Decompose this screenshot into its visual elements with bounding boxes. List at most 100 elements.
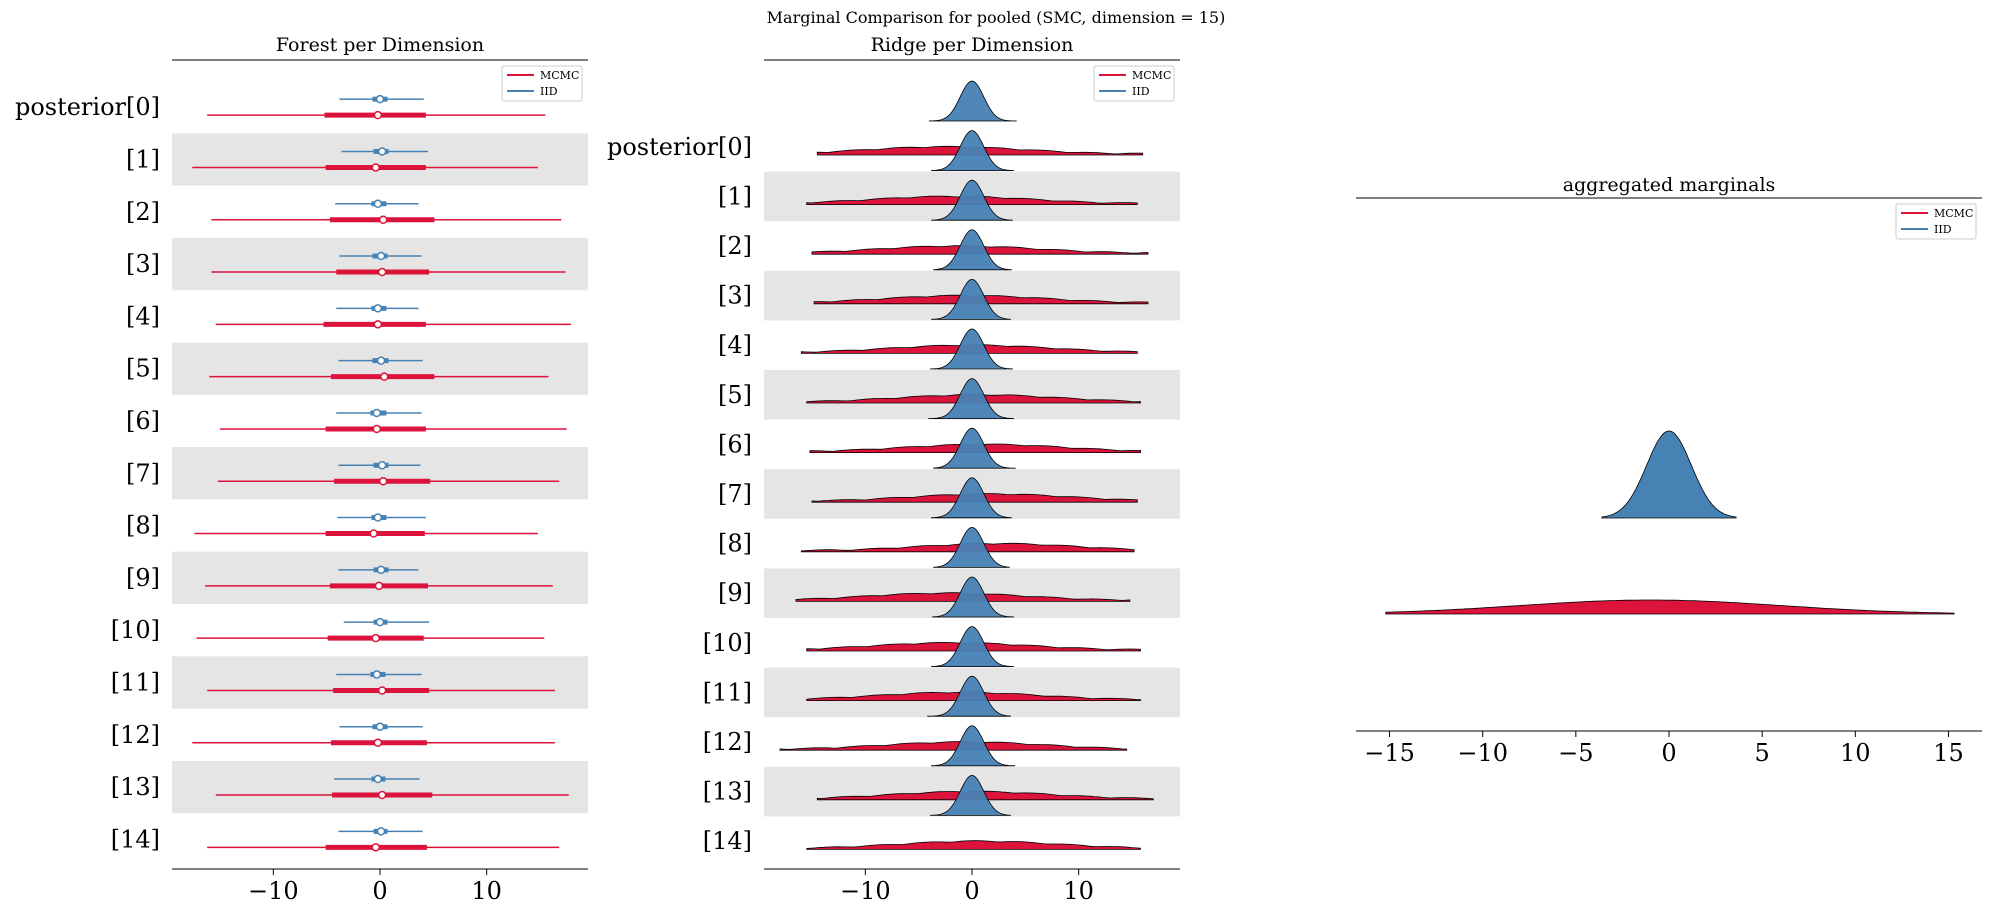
aggregated-legend-iid: IID [1934, 223, 1952, 236]
iid-ridge [931, 179, 1013, 221]
ridge-x-tick-label: 10 [1063, 877, 1094, 905]
mcmc-median [378, 477, 388, 486]
figure-title: Marginal Comparison for pooled (SMC, dim… [767, 8, 1226, 27]
forest-row-band [172, 342, 588, 395]
forest-row-label: [10] [111, 616, 160, 644]
forest-row-label: [14] [111, 825, 160, 853]
forest-row-band [172, 760, 588, 814]
forest-row-label: [9] [126, 564, 160, 592]
iid-median [377, 147, 387, 156]
aggregated-marks [1385, 430, 1955, 615]
forest-marks [192, 94, 571, 852]
forest-row-label: [13] [111, 773, 160, 801]
forest-row-label: [2] [126, 198, 160, 226]
forest-x-tick-label: 10 [471, 877, 502, 905]
mcmc-ridge [779, 741, 1128, 751]
iid-ridge [931, 130, 1014, 171]
aggregated-x-tick-label: −10 [1457, 739, 1508, 767]
aggregated-x-tick-label: −15 [1364, 739, 1415, 767]
forest-x-tick-label: 0 [372, 877, 387, 905]
iid-median [375, 722, 385, 731]
forest-legend-mcmc: MCMC [540, 69, 579, 82]
ridge-x-ticks: −10 0 10 [840, 869, 1094, 905]
ridge-panel: Ridge per Dimension posterior[0] [1] [2] [3… [607, 34, 1180, 905]
ridge-row-label: [5] [718, 381, 752, 409]
forest-row-label: [7] [126, 459, 160, 487]
iid-ridge [930, 328, 1013, 370]
mcmc-median [378, 215, 388, 224]
forest-row-label: [1] [126, 145, 160, 173]
ridge-row-label: [6] [718, 430, 752, 458]
forest-x-tick-label: −10 [248, 877, 299, 905]
forest-row-label: [4] [126, 302, 160, 330]
forest-legend-iid: IID [540, 85, 558, 98]
mcmc-median [377, 267, 387, 277]
mcmc-median [373, 110, 383, 120]
iid-median [373, 774, 383, 784]
aggregated-title: aggregated marginals [1563, 174, 1776, 196]
ridge-row-label: posterior[0] [607, 133, 752, 161]
iid-median [373, 304, 383, 313]
iid-median [376, 565, 386, 575]
mcmc-median [377, 790, 387, 800]
iid-ridge [933, 527, 1010, 568]
iid-median [376, 251, 386, 261]
mcmc-median [374, 581, 384, 591]
iid-ridge [931, 626, 1014, 667]
mcmc-median [371, 843, 380, 852]
forest-row-label: [11] [111, 668, 160, 696]
forest-row-label: [6] [126, 407, 160, 435]
aggregated-x-ticks: −15 −10 −5 0 5 10 15 [1364, 731, 1964, 767]
ridge-row-label: [3] [718, 282, 752, 310]
forest-row-label: posterior[0] [15, 93, 160, 121]
forest-row-labels: posterior[0] [1] [2] [3] [4] [5] [6] [7] [8] [9] [… [15, 93, 160, 853]
iid-ridge [931, 725, 1016, 767]
mcmc-median [373, 320, 383, 329]
ridge-legend-iid: IID [1132, 85, 1150, 98]
mcmc-median [373, 738, 383, 747]
mcmc-median [377, 686, 387, 695]
ridge-x-tick-label: 0 [964, 877, 979, 905]
ridge-row-label: [2] [718, 232, 752, 260]
aggregated-x-tick-label: −5 [1558, 739, 1593, 767]
mcmc-median [371, 633, 380, 643]
mcmc-density [1385, 599, 1955, 615]
ridge-row-label: [11] [703, 678, 752, 706]
iid-median [372, 670, 382, 679]
iid-median [375, 617, 385, 627]
ridge-legend-mcmc: MCMC [1132, 69, 1171, 82]
ridge-row-labels: posterior[0] [1] [2] [3] [4] [5] [6] [7] [8] [9] [… [607, 133, 752, 855]
aggregated-x-tick-label: 0 [1661, 739, 1676, 767]
ridge-x-tick-label: −10 [840, 877, 891, 905]
forest-row-band [172, 447, 588, 500]
iid-median [373, 513, 383, 522]
ridge-title: Ridge per Dimension [871, 34, 1074, 56]
iid-density [1601, 430, 1737, 519]
forest-x-ticks: −10 0 10 [248, 869, 502, 905]
aggregated-x-tick-label: 5 [1755, 739, 1770, 767]
forest-row-band [172, 237, 588, 291]
ridge-row-label: [1] [718, 182, 752, 210]
iid-ridge [933, 427, 1016, 469]
forest-row-label: [12] [111, 721, 160, 749]
ridge-legend: MCMC IID [1093, 65, 1175, 102]
iid-ridge [928, 80, 1017, 122]
mcmc-median [369, 529, 378, 538]
forest-row-band [172, 133, 588, 186]
iid-ridge [931, 278, 1011, 320]
aggregated-legend-mcmc: MCMC [1934, 207, 1973, 220]
iid-ridge [932, 576, 1014, 618]
forest-row-label: [8] [126, 512, 160, 540]
iid-ridge [928, 378, 1014, 419]
iid-median [376, 356, 386, 365]
iid-ridge [927, 675, 1011, 717]
forest-row-label: [5] [126, 355, 160, 383]
iid-median [372, 408, 382, 418]
ridge-row-label: [10] [703, 629, 752, 657]
mcmc-median [380, 372, 389, 381]
aggregated-x-tick-label: 10 [1840, 739, 1871, 767]
ridge-row-label: [13] [703, 778, 752, 806]
ridge-row-label: [4] [718, 331, 752, 359]
forest-row-bands [172, 133, 588, 814]
iid-median [375, 94, 385, 104]
